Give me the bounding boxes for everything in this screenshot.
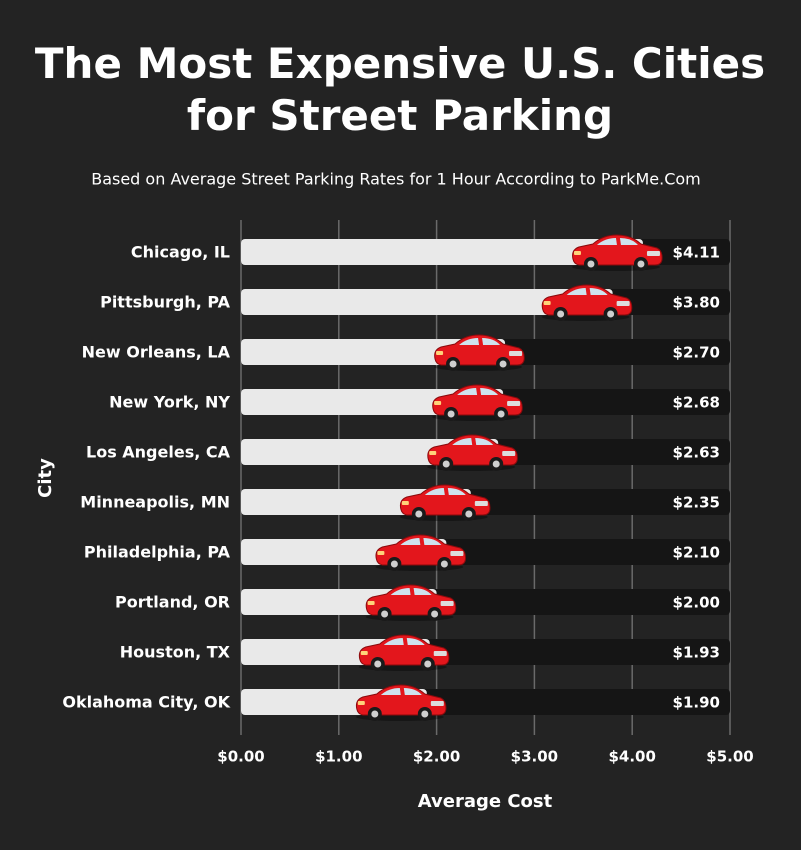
value-label: $3.80 [673, 294, 720, 312]
x-tick-label: $3.00 [511, 748, 558, 766]
y-tick-label: Minneapolis, MN [80, 493, 230, 512]
y-tick-label: Pittsburgh, PA [100, 293, 231, 312]
x-tick-label: $4.00 [608, 748, 655, 766]
x-tick-label: $0.00 [217, 748, 264, 766]
title-line: for Street Parking [187, 91, 613, 140]
y-tick-label: Philadelphia, PA [84, 543, 231, 562]
value-label: $2.10 [673, 544, 720, 562]
chart-subtitle: Based on Average Street Parking Rates fo… [91, 170, 701, 189]
bar [241, 239, 643, 265]
y-tick-label: Portland, OR [115, 593, 230, 612]
y-tick-label: New York, NY [109, 393, 230, 412]
value-label: $2.35 [673, 494, 720, 512]
x-tick-label: $5.00 [706, 748, 753, 766]
y-tick-label: Los Angeles, CA [86, 443, 231, 462]
y-tick-label: New Orleans, LA [82, 343, 231, 362]
value-label: $2.68 [673, 394, 720, 412]
y-tick-label: Houston, TX [120, 643, 231, 662]
value-label: $1.90 [673, 694, 720, 712]
value-label: $2.00 [673, 594, 720, 612]
y-tick-label: Chicago, IL [131, 243, 230, 262]
x-axis-label: Average Cost [418, 791, 553, 812]
y-tick-label: Oklahoma City, OK [62, 693, 230, 712]
x-tick-label: $1.00 [315, 748, 362, 766]
title-line: The Most Expensive U.S. Cities [35, 39, 765, 88]
y-axis-label: City [35, 458, 56, 498]
value-label: $1.93 [673, 644, 720, 662]
chart-title: The Most Expensive U.S. Cities for Street… [35, 39, 765, 140]
x-tick-label: $2.00 [413, 748, 460, 766]
value-label: $2.70 [673, 344, 720, 362]
value-label: $2.63 [673, 444, 720, 462]
bar [241, 289, 613, 315]
value-label: $4.11 [673, 244, 720, 262]
